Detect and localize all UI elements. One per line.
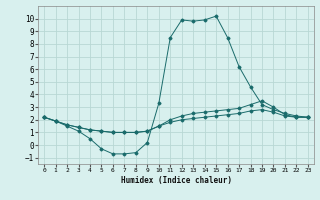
X-axis label: Humidex (Indice chaleur): Humidex (Indice chaleur) <box>121 176 231 185</box>
